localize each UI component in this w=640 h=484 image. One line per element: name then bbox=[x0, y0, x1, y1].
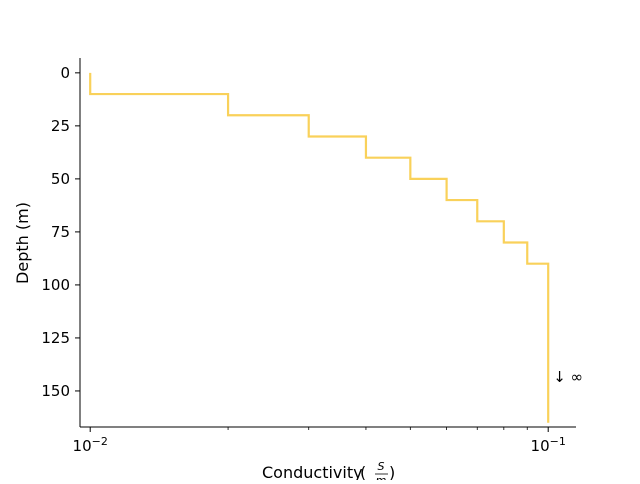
y-tick-label: 150 bbox=[41, 382, 70, 400]
y-tick-label: 50 bbox=[51, 170, 70, 188]
y-tick-label: 125 bbox=[41, 329, 70, 347]
x-axis-label-units: ( S m ) bbox=[360, 460, 395, 484]
x-axis-label: Conductivity bbox=[262, 463, 363, 480]
axes: 0 25 50 75 100 125 150 10−2 10−1 bbox=[41, 58, 576, 455]
infinity-annotation: ↓ ∞ bbox=[553, 368, 583, 386]
x-axis-label-text: Conductivity bbox=[262, 463, 363, 480]
x-tick-label: 10−2 bbox=[73, 435, 108, 455]
y-tick-label: 0 bbox=[60, 64, 70, 82]
x-axis-unit-denominator: m bbox=[376, 474, 387, 480]
y-axis-label: Depth (m) bbox=[13, 202, 32, 284]
y-tick-label: 75 bbox=[51, 223, 70, 241]
y-tick-label: 25 bbox=[51, 117, 70, 135]
y-tick-label: 100 bbox=[41, 276, 70, 294]
x-tick-label: 10−1 bbox=[531, 435, 566, 455]
x-axis-unit-open-paren: ( bbox=[360, 463, 366, 480]
conductivity-step-line bbox=[89, 72, 550, 423]
plot-marks: ↓ ∞ bbox=[89, 72, 583, 423]
x-axis-unit-close-paren: ) bbox=[389, 463, 395, 480]
x-axis-unit-numerator: S bbox=[378, 460, 385, 473]
